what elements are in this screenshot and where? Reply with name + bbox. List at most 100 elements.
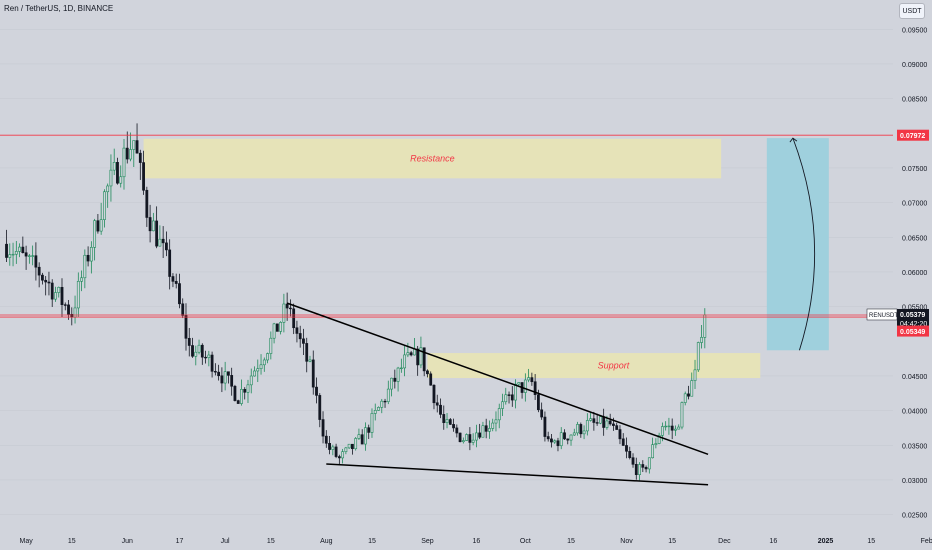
- candle-down: [533, 381, 537, 395]
- candle-down: [625, 445, 628, 452]
- candle-down: [5, 243, 8, 258]
- candle-down: [184, 315, 188, 339]
- candle-up: [73, 307, 77, 318]
- candle-up: [266, 353, 269, 361]
- candle-up: [207, 354, 211, 358]
- candle-down: [631, 457, 635, 465]
- candle-down: [455, 427, 459, 434]
- time-tick-label: 15: [567, 538, 575, 545]
- candle-up: [119, 176, 123, 184]
- candle-up: [279, 322, 283, 332]
- candle-up: [80, 277, 83, 282]
- candle-up: [344, 447, 348, 452]
- time-tick-label: Aug: [320, 538, 333, 545]
- candle-up: [246, 384, 250, 393]
- candle-up: [354, 438, 358, 450]
- candle-up: [347, 443, 351, 449]
- candle-up: [491, 422, 495, 429]
- candle-down: [540, 409, 544, 418]
- price-tick-label: 0.03000: [902, 478, 927, 485]
- candle-up: [527, 377, 531, 381]
- candle-up: [504, 394, 508, 403]
- candle-up: [654, 443, 658, 446]
- candle-down: [530, 377, 534, 383]
- candle-down: [543, 416, 547, 437]
- last-price-badge: 0.05379: [900, 312, 925, 319]
- candle-up: [664, 425, 668, 428]
- price-tick-label: 0.08500: [902, 97, 927, 104]
- candle-down: [337, 456, 341, 459]
- candle-down: [448, 419, 452, 425]
- symbol-badge: RENUSDT: [869, 313, 898, 319]
- candle-down: [24, 252, 28, 257]
- candle-down: [41, 274, 44, 281]
- candle-down: [63, 304, 67, 306]
- candle-down: [168, 249, 172, 277]
- candle-down: [220, 375, 224, 384]
- price-tick-label: 0.05500: [902, 305, 927, 312]
- candle-up: [103, 191, 106, 220]
- candle-down: [621, 438, 625, 446]
- candle-down: [60, 286, 64, 305]
- currency-button[interactable]: USDT: [899, 3, 925, 19]
- candle-up: [576, 424, 579, 434]
- candle-up: [54, 292, 57, 300]
- time-tick-label: 15: [867, 538, 875, 545]
- candle-down: [351, 443, 354, 450]
- target-box: [766, 138, 829, 351]
- candle-up: [605, 420, 609, 428]
- support-price-badge: 0.05349: [900, 329, 925, 336]
- candle-down: [615, 425, 619, 430]
- candle-up: [31, 255, 35, 257]
- chart-grid: [0, 29, 893, 515]
- candle-down: [204, 356, 207, 359]
- candle-up: [572, 432, 576, 436]
- candle-up: [269, 337, 273, 354]
- candle-down: [213, 371, 217, 373]
- candle-down: [324, 435, 328, 444]
- candle-down: [546, 436, 550, 440]
- candle-down: [311, 359, 315, 388]
- candle-down: [429, 373, 433, 386]
- candle-down: [393, 377, 397, 382]
- candle-down: [96, 220, 100, 232]
- candle-down: [334, 446, 338, 457]
- candle-down: [135, 140, 139, 154]
- price-tick-label: 0.06500: [902, 235, 927, 242]
- time-tick-label: 15: [267, 538, 275, 545]
- candle-down: [550, 438, 553, 443]
- candle-down: [161, 238, 165, 244]
- candle-down: [439, 404, 442, 415]
- time-tick-label: Jul: [221, 538, 230, 545]
- candle-down: [318, 395, 322, 420]
- time-tick-label: May: [19, 538, 33, 545]
- support-label: Support: [598, 361, 630, 371]
- candle-down: [285, 303, 289, 309]
- candle-down: [416, 348, 420, 366]
- time-axis: May 15 Jun 17 Jul 15 Aug 15 Sep 16 Oct 15 Nov 15 Dec 16…: [19, 538, 932, 545]
- candle-down: [67, 304, 70, 315]
- candle-down: [34, 255, 38, 268]
- time-tick-label: 15: [368, 538, 376, 545]
- candle-up: [106, 185, 110, 193]
- candle-up: [683, 393, 687, 403]
- candle-down: [142, 162, 145, 191]
- time-tick-label: 15: [68, 538, 76, 545]
- candle-up: [380, 400, 384, 408]
- candle-down: [595, 422, 599, 424]
- candle-up: [27, 255, 31, 257]
- candle-up: [517, 382, 521, 385]
- candle-down: [86, 254, 90, 262]
- candle-down: [155, 220, 159, 247]
- candle-up: [122, 147, 126, 178]
- upper-trend-line: [286, 302, 709, 455]
- candle-down: [298, 333, 302, 340]
- price-tick-label: 0.02500: [902, 513, 927, 520]
- resistance-price-badge: 0.07972: [900, 133, 925, 140]
- candle-down: [602, 416, 606, 428]
- candle-up: [474, 432, 478, 441]
- candle-up: [253, 370, 256, 377]
- candle-up: [413, 348, 416, 356]
- candle-down: [422, 347, 426, 372]
